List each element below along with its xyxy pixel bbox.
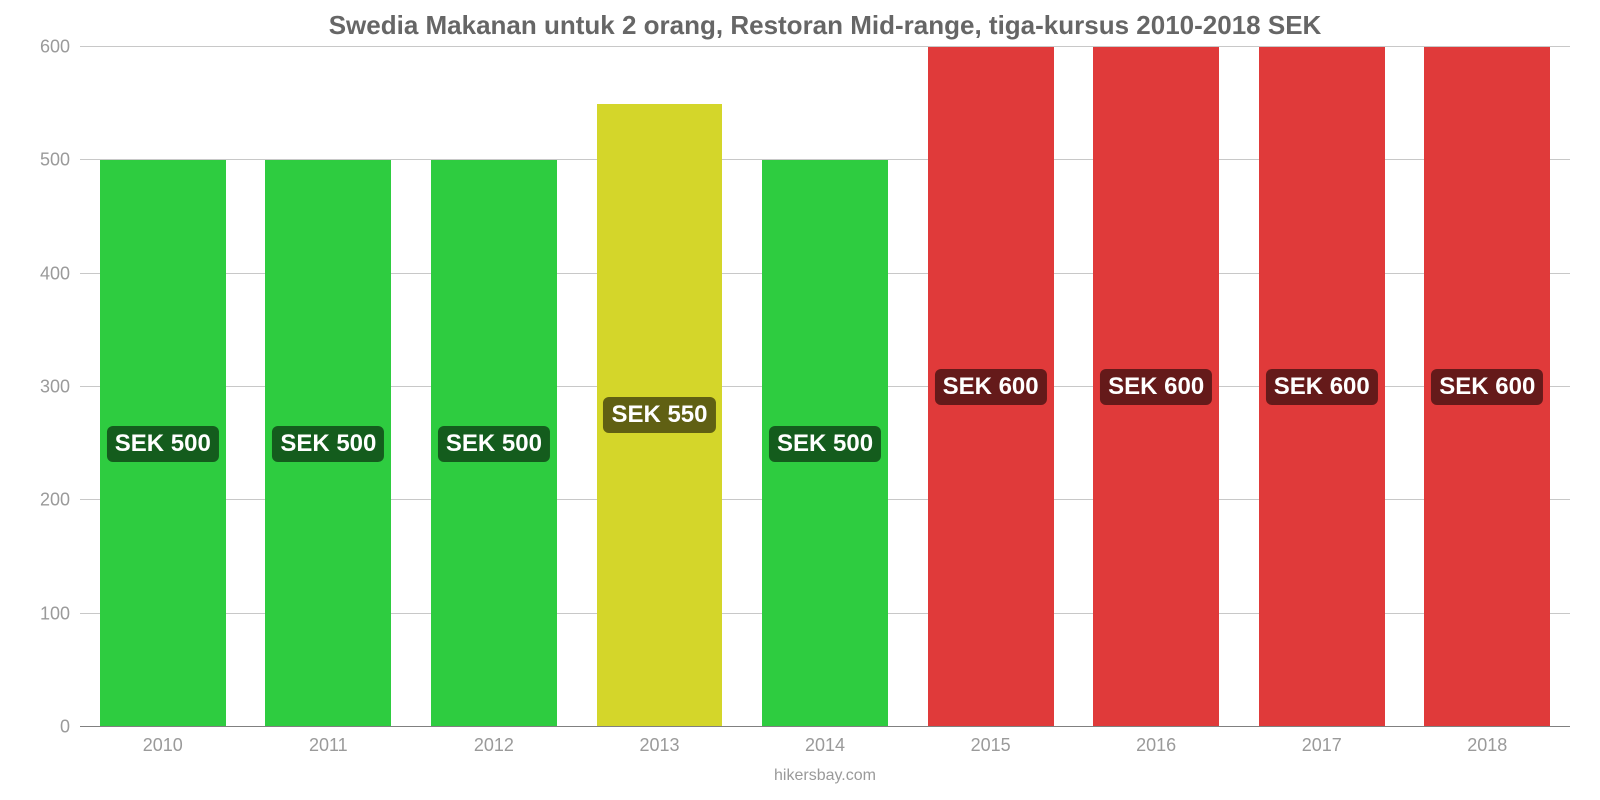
bar: SEK 600 (1424, 47, 1550, 727)
bars-container: SEK 500 SEK 500 SEK 500 SEK 550 SEK 500 SEK 6… (80, 47, 1570, 727)
bar: SEK 600 (1093, 47, 1219, 727)
bar-value-label: SEK 600 (1431, 369, 1543, 405)
y-axis: 0100200300400500600 (20, 47, 70, 727)
x-axis: 201020112012201320142015201620172018 (80, 735, 1570, 765)
bar-value-label: SEK 500 (107, 426, 219, 462)
x-axis-line (80, 726, 1570, 727)
bar: SEK 500 (431, 160, 557, 727)
bar-chart: Swedia Makanan untuk 2 orang, Restoran M… (0, 0, 1600, 800)
x-tick-label: 2011 (246, 735, 412, 765)
bar-slot: SEK 500 (80, 47, 246, 727)
bar: SEK 500 (762, 160, 888, 727)
x-tick-label: 2018 (1405, 735, 1571, 765)
bar-value-label: SEK 600 (1266, 369, 1378, 405)
x-tick-label: 2016 (1073, 735, 1239, 765)
x-tick-label: 2014 (742, 735, 908, 765)
y-tick-label: 400 (20, 263, 70, 284)
chart-title: Swedia Makanan untuk 2 orang, Restoran M… (80, 10, 1570, 41)
bar-value-label: SEK 500 (769, 426, 881, 462)
plot-area: 0100200300400500600 SEK 500SEK 500SEK 50… (80, 47, 1570, 727)
bar-slot: SEK 600 (908, 47, 1074, 727)
bar-slot: SEK 600 (1073, 47, 1239, 727)
x-tick-label: 2012 (411, 735, 577, 765)
bar: SEK 600 (1259, 47, 1385, 727)
bar: SEK 550 (597, 104, 723, 727)
bar-slot: SEK 500 (411, 47, 577, 727)
bar: SEK 500 (100, 160, 226, 727)
y-tick-label: 0 (20, 717, 70, 738)
bar-slot: SEK 550 (577, 47, 743, 727)
bar-value-label: SEK 500 (438, 426, 550, 462)
y-tick-label: 200 (20, 490, 70, 511)
chart-source: hikersbay.com (80, 767, 1570, 785)
x-tick-label: 2017 (1239, 735, 1405, 765)
bar-slot: SEK 600 (1239, 47, 1405, 727)
y-tick-label: 600 (20, 37, 70, 58)
bar: SEK 600 (928, 47, 1054, 727)
bar-slot: SEK 600 (1405, 47, 1571, 727)
bar-slot: SEK 500 (246, 47, 412, 727)
x-tick-label: 2010 (80, 735, 246, 765)
bar-value-label: SEK 600 (935, 369, 1047, 405)
y-tick-label: 100 (20, 603, 70, 624)
x-tick-label: 2015 (908, 735, 1074, 765)
bar-value-label: SEK 600 (1100, 369, 1212, 405)
bar: SEK 500 (265, 160, 391, 727)
y-tick-label: 300 (20, 377, 70, 398)
bar-value-label: SEK 550 (603, 397, 715, 433)
y-tick-label: 500 (20, 150, 70, 171)
x-tick-label: 2013 (577, 735, 743, 765)
bar-value-label: SEK 500 (272, 426, 384, 462)
bar-slot: SEK 500 (742, 47, 908, 727)
